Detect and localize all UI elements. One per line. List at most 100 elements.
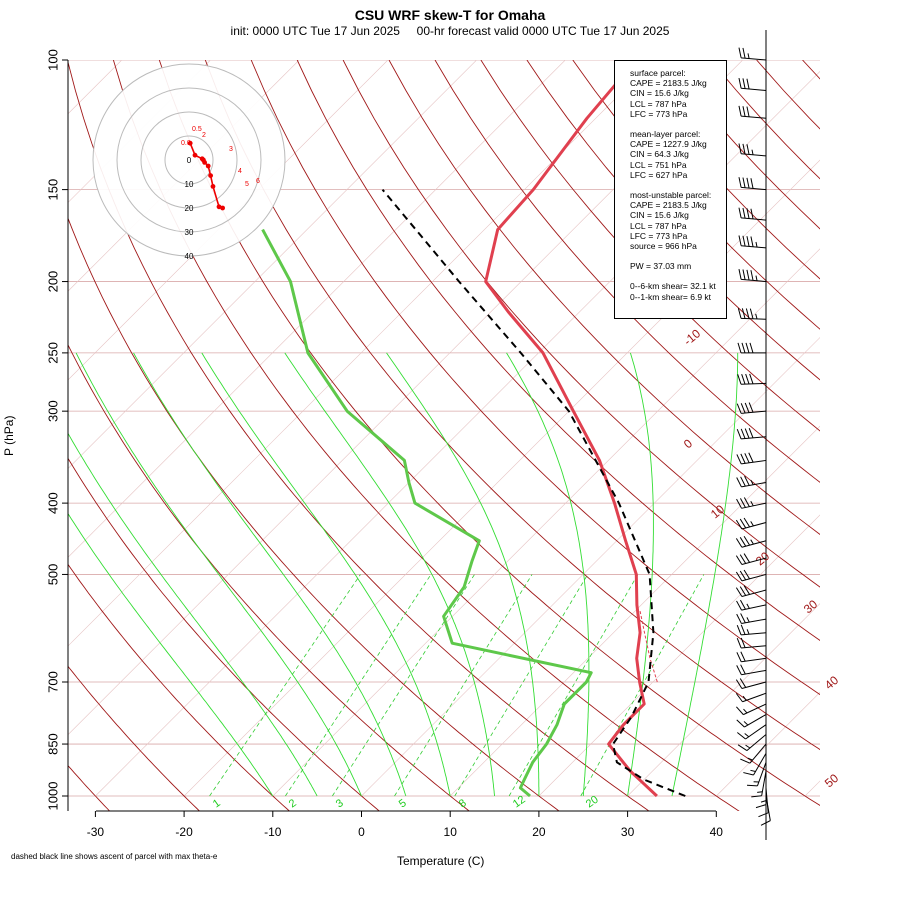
barb-flag: [738, 143, 742, 154]
barb-shaft: [744, 714, 767, 728]
wind-barb: [735, 585, 767, 597]
wind-barb: [736, 664, 767, 676]
hodograph-ring-label: 0: [187, 156, 192, 165]
dry-adiabat: [434, 60, 820, 483]
mixing-ratio-line: [285, 574, 432, 797]
wind-barbs: [735, 47, 771, 826]
barb-flag: [748, 427, 754, 439]
info-line: 0--6-km shear= 32.1 kt: [630, 281, 716, 292]
isotherm-line: [68, 60, 477, 470]
profile-lines: [261, 60, 686, 798]
info-line: CIN = 64.3 J/kg: [630, 149, 689, 160]
dry-adiabat: [112, 60, 740, 811]
hodograph: 0 10 20 30 40 0.50.0 2 3 45 6: [92, 63, 286, 261]
barb-flag: [744, 402, 750, 413]
barb-half-flag: [750, 479, 754, 485]
barb-shaft: [742, 692, 767, 703]
barb-flag: [744, 428, 750, 439]
barb-half-flag: [750, 501, 754, 507]
barb-shaft: [741, 245, 767, 249]
wind-barb: [736, 402, 767, 414]
barb-flag: [737, 342, 742, 354]
info-line: CIN = 15.6 J/kg: [630, 210, 689, 221]
barb-shaft: [756, 762, 767, 786]
barb-flag: [741, 308, 746, 319]
barb-flag: [749, 342, 754, 354]
moist-adiabat: [627, 352, 654, 797]
barb-half-flag: [743, 708, 748, 714]
barb-flag: [735, 538, 743, 548]
info-line: surface parcel:: [630, 68, 686, 78]
dry-adiabat: [756, 60, 820, 130]
info-line: source = 966 hPa: [630, 241, 697, 252]
barb-shaft: [741, 459, 767, 465]
mixing-ratio-label: 1: [211, 797, 223, 810]
barb-half-flag: [746, 617, 750, 623]
barb-flag: [746, 236, 750, 247]
mean-layer-parcel-info: mean-layer parcel: CAPE = 1227.9 J/kg CIN …: [630, 129, 726, 180]
barb-flag: [748, 402, 754, 413]
dry-adiabat: [296, 60, 820, 641]
x-tick-label: 20: [532, 825, 546, 839]
mixing-ratio-label: 5: [397, 797, 409, 810]
wind-barb: [736, 637, 767, 649]
barb-half-flag: [757, 791, 763, 793]
mixing-ratio-label: 12: [511, 794, 528, 811]
hodograph-ring: [92, 63, 286, 257]
mixing-ratio-line: [332, 574, 475, 797]
dry-adiabat: [849, 60, 900, 812]
wind-barb: [735, 692, 767, 703]
barb-shaft: [749, 743, 767, 764]
dry-adiabat: [342, 60, 820, 588]
isotherm-line: [538, 514, 820, 797]
barb-flag: [739, 518, 747, 529]
barb-half-flag: [746, 603, 750, 609]
barb-flag: [745, 342, 750, 354]
x-tick-label: 30: [621, 825, 635, 839]
barb-shaft: [746, 734, 767, 751]
barb-shaft: [741, 57, 767, 61]
dry-adiabat: [68, 665, 201, 811]
barb-half-flag: [750, 539, 754, 545]
barb-flag: [749, 308, 754, 319]
moist-adiabat: [506, 352, 590, 797]
barb-flag: [748, 452, 754, 463]
moist-adiabat: [201, 352, 451, 797]
barb-flag: [740, 599, 746, 610]
wind-barb: [737, 734, 767, 751]
y-tick-label: 200: [45, 271, 60, 293]
mixing-ratio-label: 8: [457, 797, 469, 810]
y-tick-label: 100: [45, 49, 60, 71]
barb-shaft: [741, 217, 767, 221]
barb-flag: [737, 374, 742, 385]
hodograph-point: [220, 205, 226, 211]
dry-adiabat: [480, 60, 820, 432]
barb-flag: [750, 208, 754, 220]
moist-adiabat: [68, 512, 274, 797]
barb-flag: [739, 570, 747, 581]
barb-half-flag: [747, 757, 753, 761]
wind-barb: [735, 553, 767, 565]
barb-flag: [745, 373, 750, 385]
barb-shaft: [741, 573, 767, 582]
barb-flag: [740, 624, 746, 635]
mixing-ratio-label: 3: [334, 797, 346, 810]
barb-half-flag: [746, 629, 750, 635]
wind-barb: [737, 342, 766, 354]
barb-flag: [740, 476, 746, 487]
barb-shaft: [740, 382, 767, 385]
wind-barb: [736, 703, 767, 716]
isotherm-line: [804, 780, 820, 797]
info-line: LFC = 773 hPa: [630, 230, 688, 241]
isotherm-line: [716, 691, 820, 797]
barb-flag: [736, 613, 742, 624]
wind-barb: [751, 770, 767, 798]
hodograph-height-label: 6: [256, 178, 260, 185]
barb-flag: [740, 651, 746, 662]
isotherm-line: [68, 60, 211, 203]
isotherm-label: 50: [822, 771, 841, 791]
barb-flag: [742, 47, 746, 59]
moist-adiabat: [75, 352, 362, 797]
barb-half-flag: [744, 733, 750, 738]
